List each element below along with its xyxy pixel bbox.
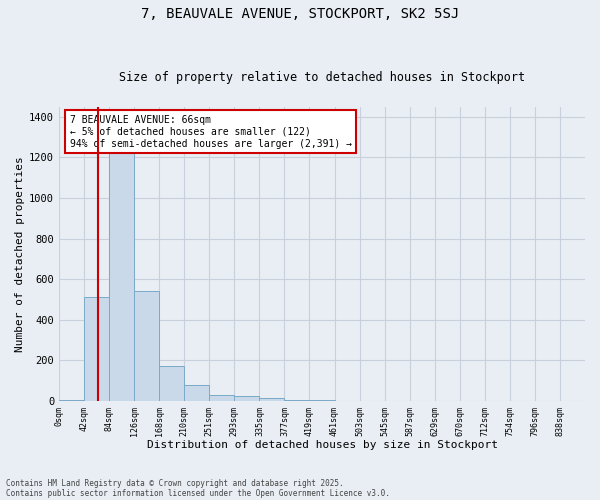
Bar [109,145,134,401]
Bar [159,366,184,401]
Bar [209,395,235,401]
Bar [310,400,335,401]
Bar [184,384,209,401]
Bar [84,298,109,401]
Bar [235,396,259,401]
Text: Contains public sector information licensed under the Open Government Licence v3: Contains public sector information licen… [6,488,390,498]
Bar [134,292,159,401]
Title: Size of property relative to detached houses in Stockport: Size of property relative to detached ho… [119,72,525,85]
Y-axis label: Number of detached properties: Number of detached properties [15,156,25,352]
Text: 7, BEAUVALE AVENUE, STOCKPORT, SK2 5SJ: 7, BEAUVALE AVENUE, STOCKPORT, SK2 5SJ [141,8,459,22]
Text: Contains HM Land Registry data © Crown copyright and database right 2025.: Contains HM Land Registry data © Crown c… [6,478,344,488]
Bar [259,398,284,401]
X-axis label: Distribution of detached houses by size in Stockport: Distribution of detached houses by size … [146,440,497,450]
Bar [59,400,84,401]
Text: 7 BEAUVALE AVENUE: 66sqm
← 5% of detached houses are smaller (122)
94% of semi-d: 7 BEAUVALE AVENUE: 66sqm ← 5% of detache… [70,116,352,148]
Bar [284,400,310,401]
